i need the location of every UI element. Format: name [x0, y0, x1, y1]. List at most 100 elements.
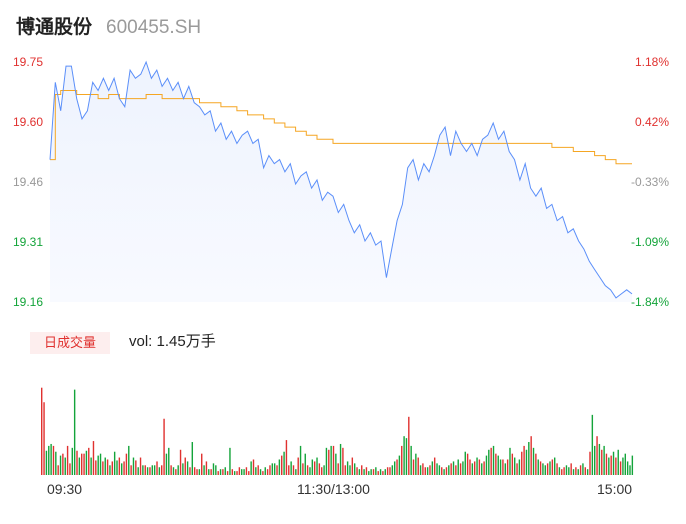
volume-bar [551, 459, 554, 475]
avg-price-line [50, 90, 632, 165]
pct-tick-label: -1.84% [630, 295, 669, 309]
volume-bar [313, 461, 316, 475]
volume-bar [452, 461, 455, 475]
volume-bar [415, 453, 417, 475]
stock-code: 600455.SH [106, 17, 202, 38]
volume-bar [356, 467, 358, 475]
volume-bar [295, 469, 297, 475]
volume-bar [490, 447, 492, 475]
volume-bar [459, 463, 462, 475]
volume-bar [99, 453, 102, 475]
volume-bar [290, 461, 292, 475]
volume-bar [255, 467, 257, 475]
volume-bar [184, 457, 186, 475]
volume-bar [403, 436, 405, 475]
volume-bar [81, 453, 83, 475]
volume-bar [50, 443, 52, 475]
volume-bar [158, 467, 161, 475]
volume-bar [330, 445, 332, 475]
volume-bar [417, 457, 419, 475]
pct-tick-label: 0.42% [634, 115, 669, 129]
volume-bar [111, 461, 114, 475]
pct-tick-label: 1.18% [634, 55, 669, 69]
volume-bar [361, 465, 363, 475]
time-tick-label: 15:00 [597, 481, 633, 497]
volume-bar [285, 440, 288, 475]
volume-bar [116, 460, 118, 475]
volume-bar [201, 453, 203, 475]
volume-bar [405, 438, 408, 475]
volume-bar [62, 453, 64, 475]
volume-bar [603, 445, 605, 475]
volume-bar [97, 455, 99, 475]
volume-bar [90, 457, 92, 475]
volume-bar [161, 465, 163, 475]
volume-bar [102, 461, 104, 475]
volume-bar [135, 460, 137, 475]
volume-bar [226, 471, 229, 475]
volume-bar [565, 465, 568, 475]
volume-bar [273, 463, 276, 475]
volume-bar [532, 447, 535, 475]
volume-bar [393, 461, 396, 475]
volume-bar [563, 467, 565, 475]
volume-bar [528, 442, 530, 475]
volume-bar [408, 416, 410, 475]
volume-bar [311, 459, 314, 475]
volume-bar [492, 445, 495, 475]
volume-bar [332, 445, 335, 475]
volume-bar [252, 459, 255, 475]
price-tick-label: 19.31 [13, 235, 44, 249]
volume-bar [205, 461, 208, 475]
volume-bar [549, 461, 551, 475]
volume-bar [481, 463, 483, 475]
volume-bar [584, 467, 586, 475]
volume-bar [424, 467, 426, 475]
volume-bar [222, 469, 224, 475]
volume-bar [95, 460, 97, 475]
volume-bar [553, 457, 556, 475]
volume-bar [598, 443, 601, 475]
volume-bar [121, 463, 123, 475]
volume-bar [596, 436, 598, 475]
volume-bar [448, 465, 450, 475]
volume-bar [278, 459, 281, 475]
price-tick-label: 19.16 [13, 295, 44, 309]
volume-bar [579, 465, 582, 475]
volume-bar [165, 453, 168, 475]
volume-bar [346, 461, 349, 475]
volume-bar [186, 461, 189, 475]
price-area [50, 62, 632, 302]
volume-bar [422, 463, 424, 475]
volume-bar [466, 453, 469, 475]
volume-bar [382, 471, 384, 475]
volume-bar [396, 459, 398, 475]
volume-bar [179, 449, 182, 475]
pct-tick-label: -0.33% [630, 175, 669, 189]
volume-bar [535, 453, 537, 475]
volume-bar [412, 459, 415, 475]
time-tick-label: 09:30 [47, 481, 83, 497]
volume-bar [473, 461, 476, 475]
volume-bar [149, 467, 151, 475]
volume-bar [109, 465, 111, 475]
volume-bar [45, 450, 48, 475]
volume-bar [248, 471, 250, 475]
volume-bar [337, 463, 339, 475]
volume-bar [41, 387, 43, 475]
volume-bar [469, 459, 471, 475]
volume-bar [615, 457, 617, 475]
volume-bar [431, 461, 434, 475]
volume-bar [250, 461, 252, 475]
volume-bar [445, 467, 448, 475]
stock-name: 博通股份 [16, 17, 93, 38]
volume-bar [586, 469, 589, 475]
volume-bar [426, 467, 429, 475]
volume-bar [624, 453, 626, 475]
volume-tab[interactable]: 日成交量 [30, 332, 110, 354]
volume-bar [612, 451, 615, 475]
volume-bar [106, 459, 109, 475]
volume-bar [605, 453, 608, 475]
volume-bar [238, 467, 241, 475]
volume-bar [243, 469, 245, 475]
